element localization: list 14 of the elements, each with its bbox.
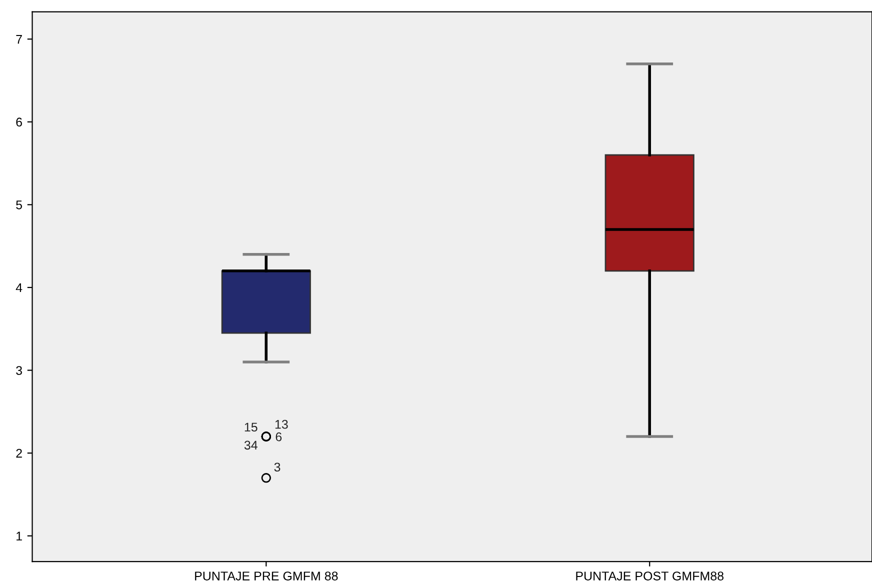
y-tick-label: 5	[16, 200, 22, 210]
y-tick-label: 2	[16, 448, 22, 458]
annotation: 13	[275, 420, 288, 429]
x-tick-label: PUNTAJE PRE GMFM 88	[195, 572, 338, 580]
y-tick-label: 7	[16, 35, 22, 44]
x-tick-label: PUNTAJE POST GMFM88	[576, 572, 724, 580]
y-tick-label: 3	[16, 366, 22, 375]
y-tick-label: 4	[16, 283, 22, 292]
y-tick-label: 1	[16, 532, 22, 540]
annotation: 34	[244, 440, 258, 450]
annotation: 3	[274, 462, 280, 472]
y-tick-label: 6	[16, 118, 22, 127]
annotation: 15	[244, 422, 258, 432]
annotation: 6	[276, 432, 282, 442]
